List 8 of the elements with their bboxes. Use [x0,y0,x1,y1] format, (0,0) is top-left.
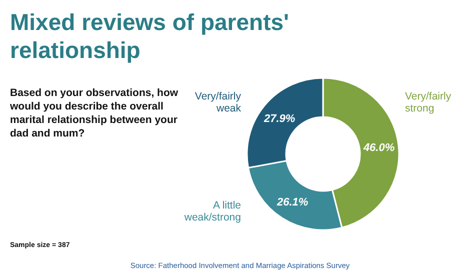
slice-label: Very/fairly strong [405,90,452,114]
data-label: 27.9% [262,112,296,125]
data-label: 46.0% [362,142,395,154]
data-label: 26.1% [276,196,308,209]
slice-label: Very/fairly weak [194,90,242,114]
slice-label: A little weak/strong [183,200,242,224]
text: Based on your observations, how would you describe the overall marital relationship between your dad and mum? [9,87,179,140]
chart-title: Mixed reviews of parents' relationship [10,9,290,63]
